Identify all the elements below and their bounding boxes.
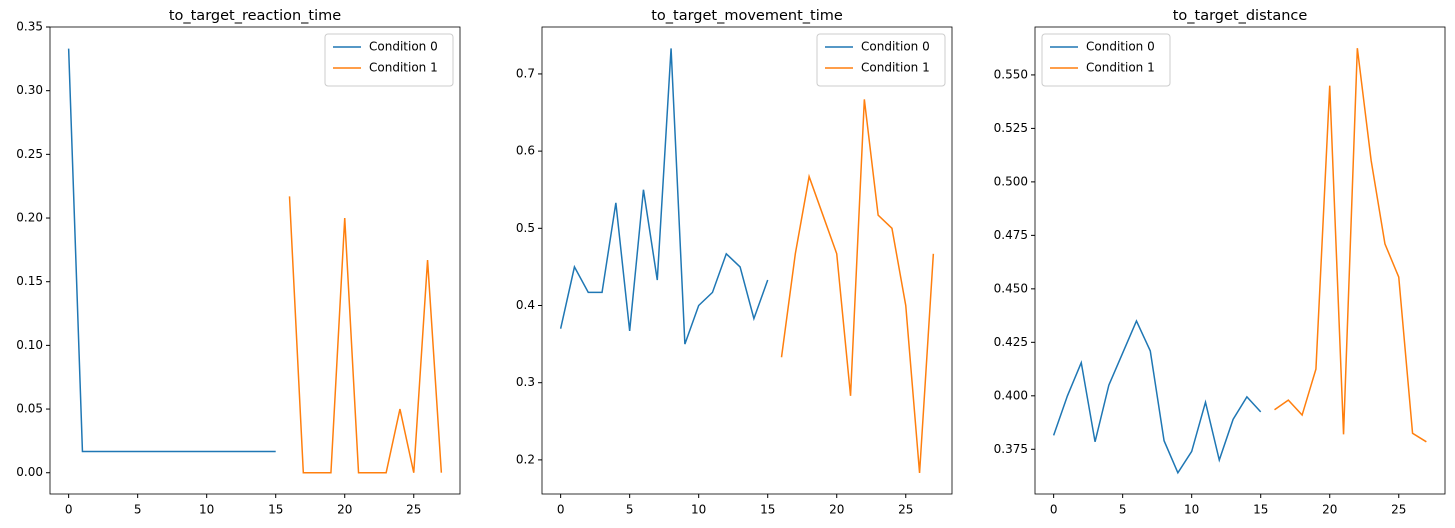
- x-tick-label: 0: [65, 503, 73, 517]
- y-tick-label: 0.7: [516, 66, 535, 80]
- y-tick-label: 0.15: [16, 274, 43, 288]
- x-tick-label: 5: [134, 503, 142, 517]
- y-tick-label: 0.2: [516, 452, 535, 466]
- y-tick-label: 0.400: [994, 388, 1028, 402]
- legend-label: Condition 1: [861, 61, 930, 75]
- legend-label: Condition 1: [369, 61, 438, 75]
- y-tick-label: 0.4: [516, 298, 535, 312]
- x-tick-label: 20: [1322, 503, 1337, 517]
- x-tick-label: 20: [337, 503, 352, 517]
- x-tick-label: 5: [1119, 503, 1127, 517]
- x-tick-label: 5: [626, 503, 634, 517]
- plot-frame: [541, 26, 953, 495]
- y-tick-label: 0.30: [16, 83, 43, 97]
- x-tick-label: 25: [1391, 503, 1406, 517]
- y-tick-label: 0.375: [994, 442, 1028, 456]
- chart-panel: to_target_distance 0.375 0.400 0.425 0.450 0.…: [994, 8, 1446, 517]
- y-tick-label: 0.500: [994, 174, 1028, 188]
- y-tick-label: 0.475: [994, 228, 1028, 242]
- y-tick-label: 0.05: [16, 402, 43, 416]
- y-tick-label: 0.550: [994, 67, 1028, 81]
- y-tick-label: 0.6: [516, 144, 535, 158]
- x-tick-label: 15: [760, 503, 775, 517]
- chart-title: to_target_movement_time: [651, 8, 843, 24]
- x-tick-label: 10: [1184, 503, 1199, 517]
- chart-panel: to_target_reaction_time 0.00 0.05 0.10 0.15 0…: [16, 8, 461, 517]
- y-tick-label: 0.5: [516, 221, 535, 235]
- x-tick-label: 20: [829, 503, 844, 517]
- x-tick-label: 10: [199, 503, 214, 517]
- series-line: [67, 48, 276, 453]
- x-tick-label: 25: [406, 503, 421, 517]
- x-tick-label: 15: [268, 503, 283, 517]
- series-line: [1052, 319, 1262, 475]
- legend-label: Condition 0: [1086, 40, 1155, 54]
- series-line: [288, 196, 443, 474]
- x-tick-label: 0: [557, 503, 565, 517]
- x-tick-label: 25: [898, 503, 913, 517]
- y-tick-label: 0.425: [994, 335, 1028, 349]
- y-tick-label: 0.3: [516, 375, 535, 389]
- chart-title: to_target_distance: [1173, 8, 1308, 24]
- chart-title: to_target_reaction_time: [169, 8, 341, 24]
- x-tick-label: 10: [691, 503, 706, 517]
- series-line: [780, 99, 935, 474]
- y-tick-label: 0.25: [16, 147, 43, 161]
- plot-frame: [49, 26, 461, 495]
- y-tick-label: 0.00: [16, 465, 43, 479]
- x-tick-label: 15: [1253, 503, 1268, 517]
- chart-panel: to_target_movement_time 0.2 0.3 0.4 0.5 0.6 0.…: [516, 8, 953, 517]
- series-line: [559, 48, 769, 345]
- legend-label: Condition 0: [861, 40, 930, 54]
- series-line: [1274, 48, 1427, 443]
- y-tick-label: 0.20: [16, 211, 43, 225]
- legend-label: Condition 0: [369, 40, 438, 54]
- legend-label: Condition 1: [1086, 61, 1155, 75]
- plot-frame: [1034, 26, 1446, 495]
- y-tick-label: 0.35: [16, 20, 43, 34]
- y-tick-label: 0.525: [994, 121, 1028, 135]
- y-tick-label: 0.10: [16, 338, 43, 352]
- x-tick-label: 0: [1050, 503, 1058, 517]
- y-tick-label: 0.450: [994, 281, 1028, 295]
